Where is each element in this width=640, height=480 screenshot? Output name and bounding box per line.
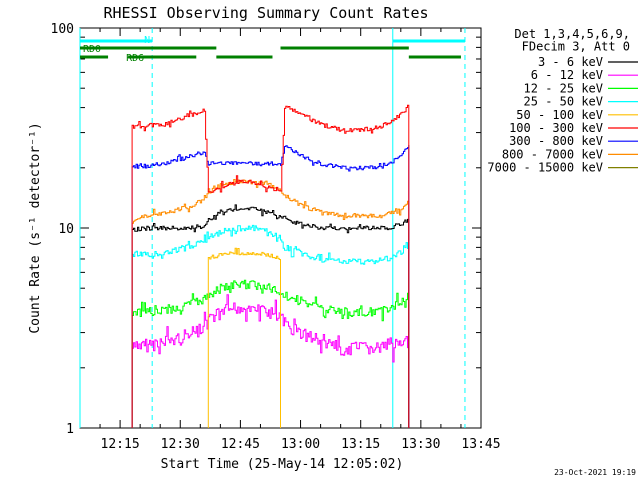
annotation-flags: N RD0 RD6: [80, 35, 465, 64]
series-line: [207, 247, 281, 428]
legend-label: 25 - 50 keV: [524, 95, 603, 109]
timestamp: 23-Oct-2021 19:19: [554, 468, 636, 477]
x-axis-label: Start Time (25-May-14 12:05:02): [161, 457, 404, 472]
legend-label: 800 - 7000 keV: [502, 147, 603, 161]
legend-label: 6 - 12 keV: [531, 68, 603, 82]
series-line: [131, 294, 410, 428]
x-tick-label: 13:00: [281, 437, 320, 452]
flag-label-n: N: [144, 35, 150, 46]
chart-title: RHESSI Observing Summary Count Rates: [103, 4, 428, 22]
x-tick-label: 13:15: [341, 437, 380, 452]
series-line: [131, 204, 410, 428]
y-tick-labels: 1 10 100: [51, 22, 74, 437]
y-tick-label: 1: [66, 422, 74, 437]
series-line: [131, 104, 410, 428]
flag-label-rd6: RD6: [126, 53, 144, 64]
legend-label: 100 - 300 keV: [509, 121, 603, 135]
legend: Det 1,3,4,5,6,9,FDecim 3, Att 03 - 6 keV…: [487, 27, 638, 175]
series-line: [131, 224, 410, 428]
legend-label: 7000 - 15000 keV: [487, 161, 603, 175]
x-tick-label: 12:30: [161, 437, 200, 452]
y-tick-label: 100: [51, 22, 74, 37]
y-tick-label: 10: [58, 222, 74, 237]
series-line: [131, 145, 410, 428]
axis-ticks: [79, 27, 482, 429]
legend-label: 3 - 6 keV: [538, 55, 603, 69]
x-tick-label: 12:45: [221, 437, 260, 452]
x-tick-label: 13:30: [401, 437, 440, 452]
series-line: [131, 179, 410, 428]
y-axis-label: Count Rate (s⁻¹ detector⁻¹): [28, 122, 43, 333]
x-tick-label: 13:45: [461, 437, 500, 452]
legend-label: 12 - 25 keV: [524, 81, 603, 95]
legend-label: 50 - 100 keV: [516, 108, 603, 122]
series-group: [131, 104, 410, 428]
legend-header: Det 1,3,4,5,6,9,: [514, 27, 630, 41]
flag-label-rd0: RD0: [83, 44, 101, 55]
x-tick-label: 12:15: [101, 437, 140, 452]
legend-header: FDecim 3, Att 0: [522, 40, 630, 54]
x-tick-labels: 12:15 12:30 12:45 13:00 13:15 13:30 13:45: [101, 437, 501, 452]
legend-label: 300 - 800 keV: [509, 134, 603, 148]
series-line: [131, 279, 410, 428]
